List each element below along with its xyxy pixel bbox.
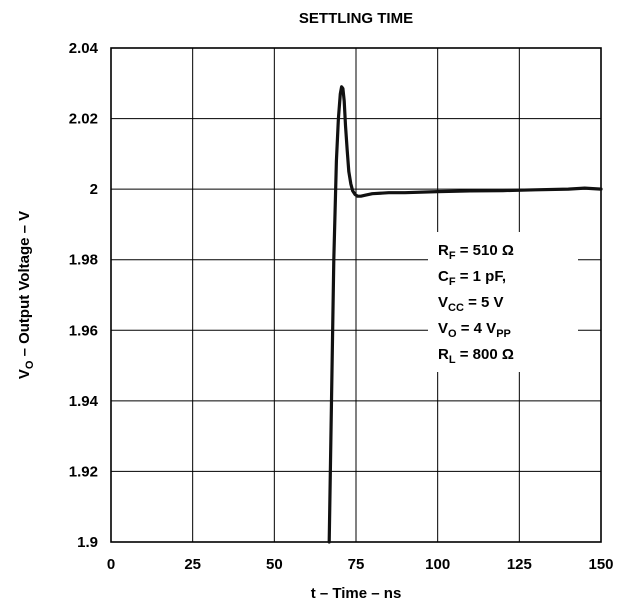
annotation-value: = 510 Ω xyxy=(456,242,514,259)
x-tick-label: 0 xyxy=(107,556,115,573)
x-tick-label: 75 xyxy=(348,556,365,573)
y-axis-label-main: V xyxy=(16,369,33,379)
y-tick-label: 2.02 xyxy=(69,111,98,128)
annotation-subscript: F xyxy=(449,250,456,262)
y-axis-label-subscript: O xyxy=(24,360,36,369)
y-tick-label: 1.94 xyxy=(69,393,99,410)
annotation-symbol: V xyxy=(438,320,448,337)
y-axis-tick-labels: 1.9 1.92 1.94 1.96 1.98 2 2.02 2.04 xyxy=(69,40,99,551)
annotation-symbol: R xyxy=(438,346,449,363)
annotation-subscript: F xyxy=(449,276,456,288)
annotation-line: VO = 4 VPP xyxy=(438,320,511,340)
annotation-line: VCC = 5 V xyxy=(438,294,504,314)
annotation-value: = 1 pF, xyxy=(456,268,506,285)
annotation-symbol: R xyxy=(438,242,449,259)
y-tick-label: 1.9 xyxy=(77,534,98,551)
chart-title: SETTLING TIME xyxy=(299,10,413,27)
x-tick-label: 25 xyxy=(184,556,201,573)
annotation-subscript: L xyxy=(449,354,456,366)
annotation-box xyxy=(428,232,578,372)
x-tick-label: 125 xyxy=(507,556,532,573)
settling-curve-line xyxy=(327,85,603,544)
annotation-subscript: CC xyxy=(448,302,464,314)
annotation-subscript: O xyxy=(448,328,457,340)
annotation-line: CF = 1 pF, xyxy=(438,268,506,288)
y-tick-label: 1.92 xyxy=(69,463,98,480)
annotation-symbol: V xyxy=(438,294,448,311)
annotation-symbol: C xyxy=(438,268,449,285)
x-tick-label: 100 xyxy=(425,556,450,573)
y-tick-label: 1.98 xyxy=(69,252,98,269)
x-tick-label: 50 xyxy=(266,556,283,573)
annotation-value: = 800 Ω xyxy=(456,346,514,363)
x-tick-label: 150 xyxy=(588,556,613,573)
annotation-line: RL = 800 Ω xyxy=(438,346,514,366)
conditions-annotation: RF = 510 ΩCF = 1 pF,VCC = 5 VVO = 4 VPPR… xyxy=(438,242,514,366)
x-axis-label: t – Time – ns xyxy=(311,585,402,602)
y-tick-label: 2 xyxy=(90,181,98,198)
y-tick-label: 2.04 xyxy=(69,40,99,57)
annotation-value: = 5 V xyxy=(464,294,504,311)
y-axis-label: VO – Output Voltage – V xyxy=(16,211,36,379)
annotation-value: = 4 V xyxy=(457,320,497,337)
plot-area-frame xyxy=(110,47,602,543)
y-axis-label-rest: – Output Voltage – V xyxy=(16,211,33,361)
annotation-line: RF = 510 Ω xyxy=(438,242,514,262)
x-axis-tick-labels: 0 25 50 75 100 125 150 xyxy=(107,556,614,573)
y-tick-label: 1.96 xyxy=(69,322,98,339)
annotation-unit-subscript: PP xyxy=(496,328,511,340)
